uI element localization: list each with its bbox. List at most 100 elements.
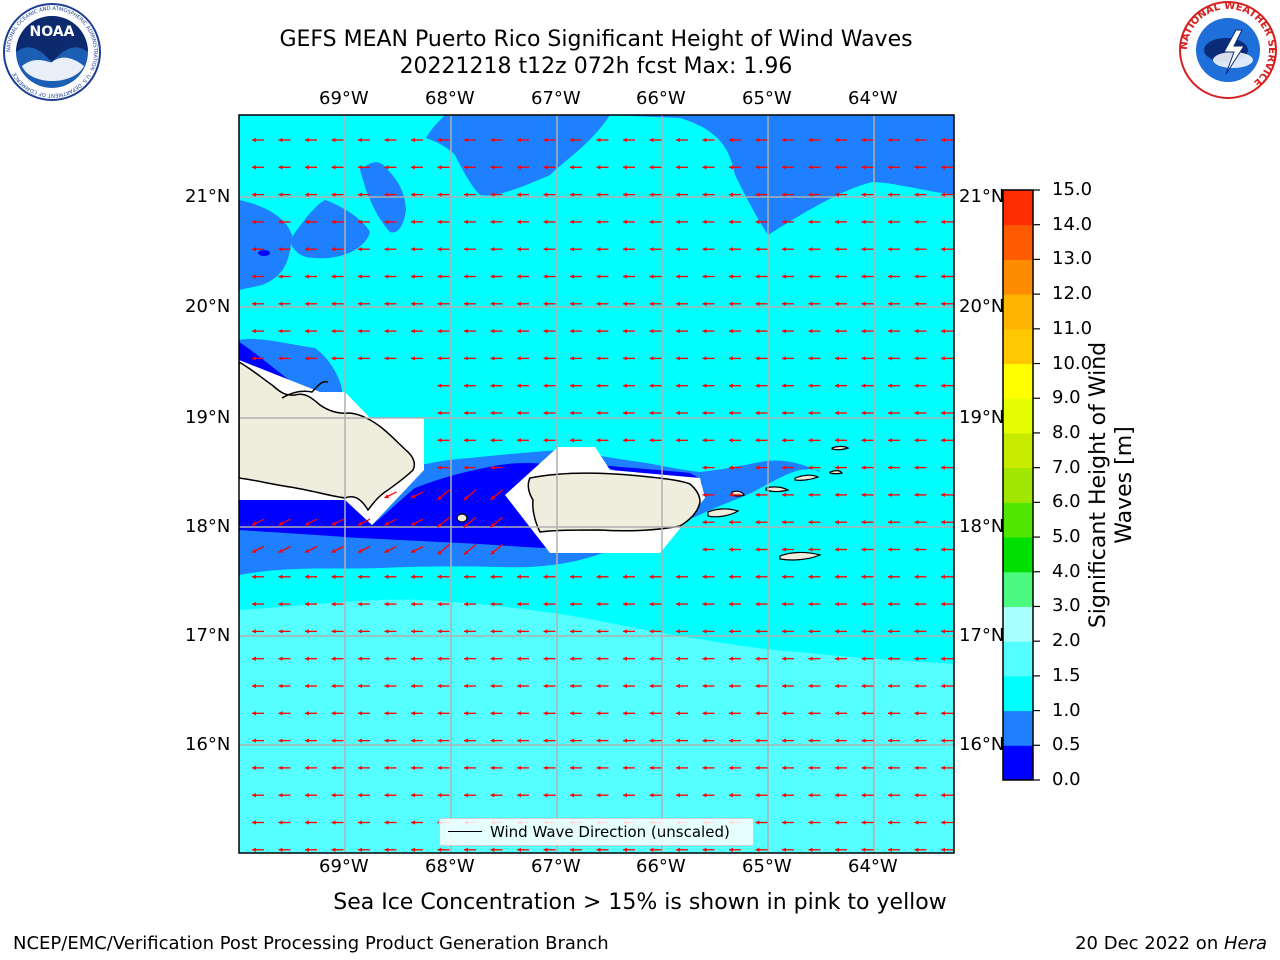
wind-arrow [570, 438, 582, 443]
wind-arrow [278, 656, 291, 661]
colorbar-tick-label: 7.0 [1052, 456, 1081, 478]
colorbar-tick-label: 0.5 [1052, 734, 1081, 756]
wind-arrow [517, 219, 529, 225]
wind-arrow [570, 137, 582, 143]
wind-arrow [596, 137, 609, 143]
wind-arrow [782, 192, 794, 197]
wind-arrow [729, 219, 741, 225]
wind-arrow [861, 438, 874, 443]
lon-label-bottom: 68°W [425, 856, 475, 877]
wind-arrow [914, 301, 927, 306]
wind-arrow [331, 192, 344, 197]
wind-arrow [941, 301, 953, 306]
wind-arrow [331, 601, 344, 607]
wind-arrow [676, 601, 688, 607]
wind-arrow [702, 356, 715, 361]
wind-arrow [782, 793, 794, 798]
wind-arrow [755, 793, 768, 798]
colorbar-segment [1003, 606, 1033, 642]
wind-arrow [782, 574, 794, 579]
wind-arrow [649, 219, 662, 225]
wind-arrow [729, 438, 741, 443]
wind-arrow [570, 847, 582, 852]
wind-arrow [517, 601, 529, 607]
wind-arrow [702, 520, 715, 525]
wind-arrow [649, 192, 662, 197]
wind-arrow [437, 656, 450, 661]
wind-arrow [941, 328, 953, 334]
wind-arrow [358, 847, 370, 852]
wind-arrow [331, 656, 344, 661]
wind-arrow [782, 356, 794, 361]
wind-arrow [861, 820, 874, 825]
wind-arrow [305, 820, 317, 825]
wind-arrow [755, 356, 768, 361]
wind-arrow [835, 547, 847, 552]
colorbar-frame [1002, 189, 1034, 781]
wind-arrow [278, 274, 291, 279]
wind-arrow [357, 518, 371, 526]
wind-arrow [755, 738, 768, 743]
wind-arrow [490, 383, 503, 388]
colorbar-tick-label: 15.0 [1052, 179, 1093, 200]
wind-arrow [888, 683, 900, 689]
wind-arrow [835, 465, 847, 470]
wind-arrow [437, 247, 450, 252]
wind-arrow [941, 765, 953, 771]
wind-arrow [676, 137, 688, 143]
wind-arrow [411, 356, 423, 361]
wind-arrow [543, 247, 556, 252]
wind-arrow [543, 192, 556, 197]
colorbar-tick-label: 6.0 [1052, 491, 1081, 513]
wind-arrow [755, 192, 768, 197]
wind-arrow [543, 656, 556, 661]
wind-arrow [888, 192, 900, 197]
wind-arrow [888, 492, 900, 498]
wind-arrow [596, 738, 609, 743]
wind-arrow [835, 492, 847, 498]
wind-arrow [623, 247, 635, 252]
wind-arrow [490, 465, 503, 470]
wind-arrow [623, 793, 635, 798]
wind-arrow [384, 301, 397, 306]
wind-arrow [861, 601, 874, 607]
wind-arrow [835, 656, 847, 661]
colorbar-segment [1003, 328, 1033, 365]
wind-arrow [278, 545, 291, 554]
wind-arrow [331, 711, 344, 716]
wind-arrow [782, 137, 794, 143]
wind-arrow [358, 683, 370, 689]
wind-arrow [596, 165, 609, 170]
wind-arrow [278, 518, 291, 526]
wind-arrow [941, 438, 953, 443]
wind-arrow [649, 165, 662, 170]
wind-arrow [490, 165, 503, 170]
wind-arrow [649, 383, 662, 388]
wind-arrow [888, 328, 900, 334]
wind-arrow [543, 738, 556, 743]
wind-arrow [384, 219, 397, 225]
wind-arrow [517, 274, 529, 279]
wind-arrow [517, 301, 529, 306]
wind-arrow [888, 711, 900, 716]
wind-arrow [437, 738, 450, 743]
wind-arrow [914, 328, 927, 334]
colorbar-tick-label: 10.0 [1052, 352, 1093, 374]
wind-arrow [411, 765, 423, 771]
wind-arrow [835, 438, 847, 443]
wind-arrow [782, 656, 794, 661]
wind-arrow [941, 410, 953, 416]
colorbar-tick-label: 1.0 [1052, 699, 1081, 721]
wind-arrow [729, 383, 741, 388]
wind-arrow [437, 438, 450, 443]
wind-arrow [676, 356, 688, 361]
wind-arrow [252, 247, 264, 252]
wind-arrow [914, 738, 927, 743]
wind-arrow [914, 438, 927, 443]
wind-arrow [835, 383, 847, 388]
wind-arrow [941, 192, 953, 197]
wind-arrow [464, 711, 476, 716]
wind-arrow [676, 219, 688, 225]
wind-arrow [331, 738, 344, 743]
wind-arrow [490, 793, 503, 798]
